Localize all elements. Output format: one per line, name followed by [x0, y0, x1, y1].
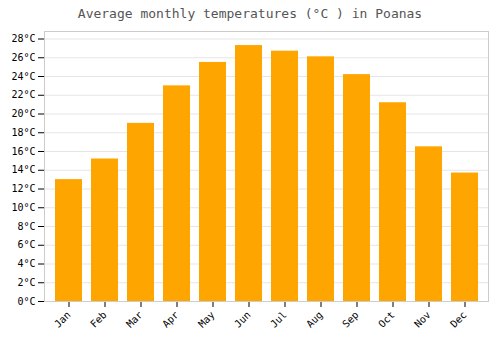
svg-text:18°C: 18°C: [11, 127, 35, 138]
svg-text:16°C: 16°C: [11, 146, 35, 157]
svg-text:Jan: Jan: [52, 309, 73, 330]
svg-text:0°C: 0°C: [17, 296, 35, 307]
svg-text:10°C: 10°C: [11, 202, 35, 213]
svg-text:22°C: 22°C: [11, 89, 35, 100]
svg-text:Jun: Jun: [232, 309, 253, 330]
svg-text:2°C: 2°C: [17, 277, 35, 288]
svg-text:Sep: Sep: [340, 309, 361, 330]
svg-text:Oct: Oct: [376, 309, 397, 330]
svg-text:20°C: 20°C: [11, 108, 35, 119]
html-text:Average monthly temperatures (: Average monthly temperatures (°C ) in Po…: [77, 6, 423, 21]
svg-text:Apr: Apr: [160, 309, 181, 330]
svg-text:Aug: Aug: [304, 309, 325, 330]
svg-text:Jul: Jul: [268, 309, 289, 330]
svg-text:24°C: 24°C: [11, 71, 35, 82]
svg-text:Nov: Nov: [412, 309, 433, 330]
svg-text:28°C: 28°C: [11, 33, 35, 44]
svg-text:12°C: 12°C: [11, 183, 35, 194]
svg-text:Feb: Feb: [88, 309, 109, 330]
svg-text:8°C: 8°C: [17, 221, 35, 232]
svg-text:4°C: 4°C: [17, 258, 35, 269]
svg-text:6°C: 6°C: [17, 239, 35, 250]
svg-text:26°C: 26°C: [11, 52, 35, 63]
svg-text:Dec: Dec: [448, 309, 469, 330]
svg-text:14°C: 14°C: [11, 164, 35, 175]
svg-text:Mar: Mar: [124, 309, 145, 330]
svg-text:May: May: [196, 309, 217, 330]
